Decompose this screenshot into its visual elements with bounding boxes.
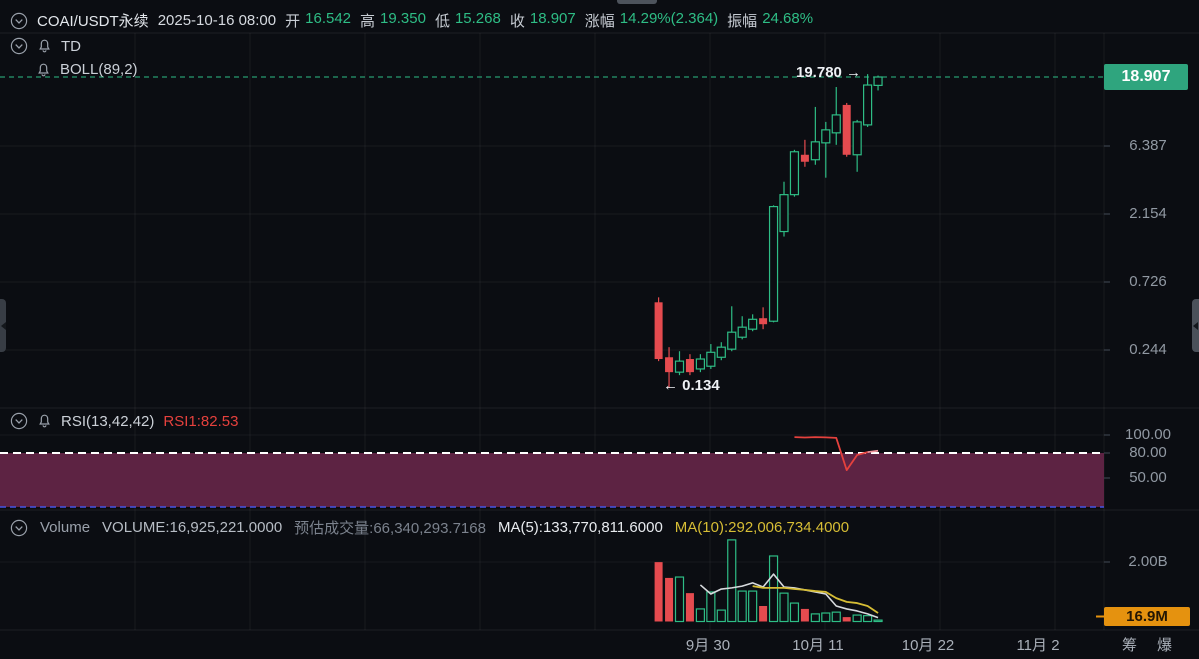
liquidation-button[interactable]: 爆 [1157,637,1173,654]
collapse-chevron-icon[interactable] [10,37,28,55]
collapse-chevron-icon[interactable] [10,412,28,430]
time-axis-label: 9月 30 [685,637,731,654]
collapse-chevron-icon[interactable] [10,12,28,30]
volume-indicator-label[interactable]: Volume [40,519,91,536]
volume-axis-tick: 2.00B [1128,553,1168,570]
collapse-chevron-icon[interactable] [10,519,28,537]
stat-close: 收 18.907 [509,10,576,30]
boll-indicator-label[interactable]: BOLL(89,2) [60,61,138,78]
chip-distribution-button[interactable]: 筹 [1122,637,1138,654]
highest-price-annotation: 19.780 → [796,64,862,81]
price-axis-tick: 6.387 [1129,137,1167,154]
stat-change: 涨幅 14.29%(2.364) [584,10,719,30]
price-axis-tick: 0.726 [1129,273,1167,290]
stat-open: 开 16.542 [285,10,352,30]
rsi-indicator-label[interactable]: RSI(13,42,42) [61,412,155,430]
lowest-price-annotation: ← 0.134 [663,377,720,394]
collapse-arrow-icon [0,321,6,330]
volume-ma5-label: MA(5):133,770,811.6000 [497,519,663,536]
volume-ma10-label: MA(10):292,006,734.4000 [674,519,850,536]
current-volume-badge: 16.9M [1104,607,1190,626]
time-axis-label: 11月 2 [1016,637,1060,654]
time-axis-label: 10月 22 [901,637,955,654]
stat-amplitude: 振幅 24.68% [727,10,814,30]
stat-high: 高 19.350 [360,10,426,30]
td-indicator-row: TD [10,37,81,55]
rsi-legend-row: RSI(13,42,42) RSI1:82.53 [10,412,238,430]
symbol-name[interactable]: COAI/USDT永续 [37,13,149,30]
rsi-axis-tick: 80.00 [1129,444,1167,461]
volume-value-label: VOLUME:16,925,221.0000 [102,519,283,536]
alert-bell-icon[interactable] [36,62,51,78]
main-legend-row: COAI/USDT永续 2025-10-16 08:00 开 16.542 高 19… [10,10,813,31]
right-panel-handle[interactable] [1192,299,1199,352]
bar-datetime: 2025-10-16 08:00 [157,12,277,29]
left-panel-handle[interactable] [0,299,6,352]
price-axis-tick: 0.244 [1129,341,1167,358]
collapse-arrow-icon [1193,321,1198,330]
stat-low: 低 15.268 [434,10,501,30]
rsi-value-label: RSI1:82.53 [163,412,239,430]
alert-bell-icon[interactable] [37,413,52,429]
time-axis-label: 10月 11 [792,637,844,654]
boll-indicator-row: BOLL(89,2) [36,61,138,78]
price-axis-tick: 2.154 [1129,205,1167,222]
estimated-volume-label: 预估成交量:66,340,293.7168 [294,520,486,537]
alert-bell-icon[interactable] [37,38,52,54]
rsi-axis-tick: 50.00 [1129,469,1167,486]
td-indicator-label[interactable]: TD [61,37,81,55]
volume-legend-row: Volume VOLUME:16,925,221.0000 预估成交量:66,3… [10,517,849,538]
top-scrollbar-thumb[interactable] [617,0,657,4]
rsi-axis-tick: 100.00 [1125,426,1171,443]
current-price-badge: 18.907 [1104,64,1188,90]
